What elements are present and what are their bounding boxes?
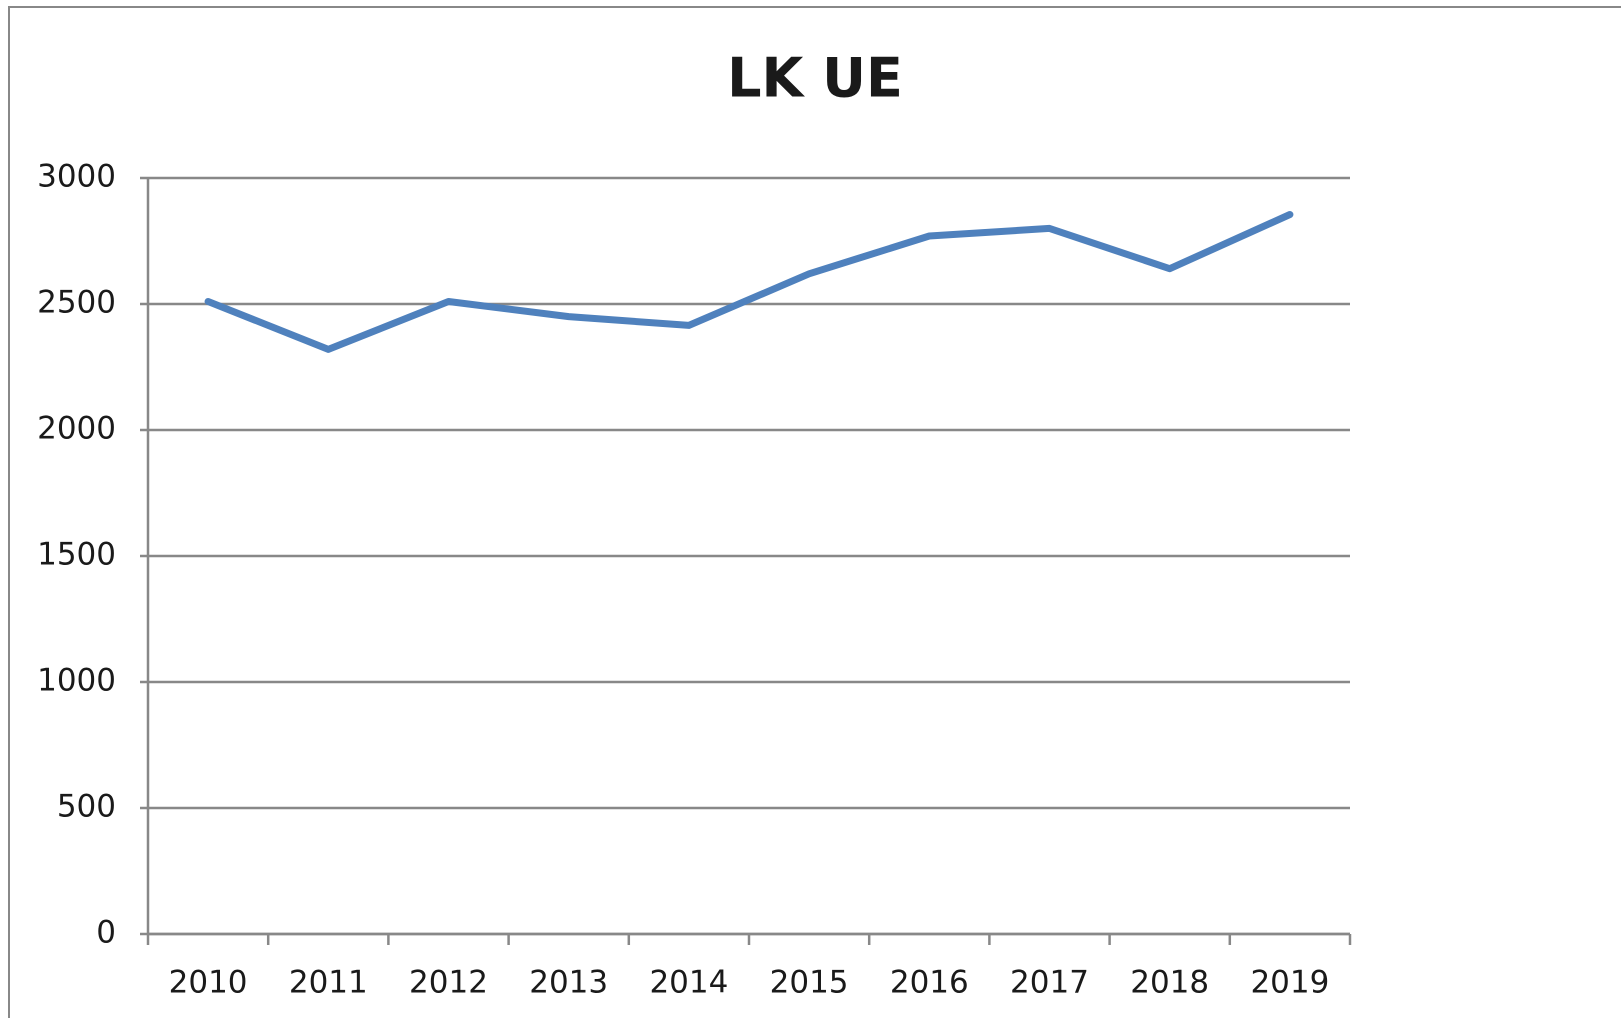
y-tick-label: 2000 bbox=[37, 411, 116, 447]
x-tick-label: 2012 bbox=[409, 965, 488, 1001]
y-tick-label: 2500 bbox=[37, 285, 116, 321]
chart-frame bbox=[8, 6, 1621, 1018]
x-tick-label: 2019 bbox=[1250, 965, 1329, 1001]
y-tick-label: 1500 bbox=[37, 537, 116, 573]
x-tick-label: 2013 bbox=[529, 965, 608, 1001]
x-tick-label: 2017 bbox=[1010, 965, 1089, 1001]
x-tick-label: 2011 bbox=[289, 965, 368, 1001]
y-tick-label: 3000 bbox=[37, 159, 116, 195]
x-tick-label: 2015 bbox=[770, 965, 849, 1001]
data-line bbox=[204, 211, 1294, 353]
x-tick-label: 2014 bbox=[649, 965, 728, 1001]
y-tick-label: 500 bbox=[57, 789, 116, 825]
chart-title: LK UE bbox=[727, 47, 903, 110]
x-tick-label: 2018 bbox=[1130, 965, 1209, 1001]
y-tick-label: 1000 bbox=[37, 663, 116, 699]
x-tick-label: 2016 bbox=[890, 965, 969, 1001]
y-tick-label: 0 bbox=[96, 915, 116, 951]
x-tick-label: 2010 bbox=[169, 965, 248, 1001]
